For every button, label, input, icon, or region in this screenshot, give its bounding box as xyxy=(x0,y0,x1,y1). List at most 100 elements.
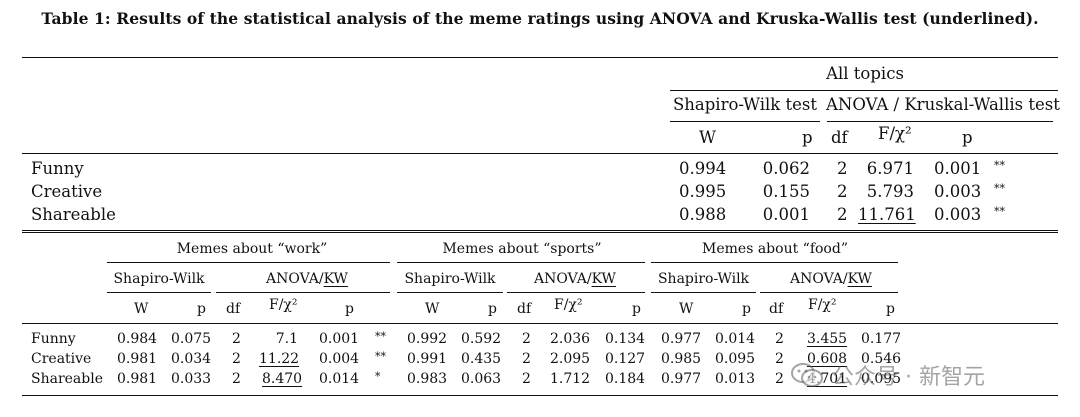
cell-F-food-underlined: 0.608 xyxy=(807,351,848,367)
wechat-icon xyxy=(790,362,824,388)
top-rule xyxy=(22,57,1058,58)
row-label: Funny xyxy=(31,331,76,347)
cell-W: 0.988 xyxy=(679,205,727,224)
anova-underline xyxy=(827,121,1053,122)
sw-header-food: Shapiro-Wilk xyxy=(657,271,750,287)
col-p-sports: p xyxy=(488,301,497,317)
cell-W-food: 0.977 xyxy=(661,331,702,347)
col-p2-sports: p xyxy=(632,301,641,317)
cell-df-work: 2 xyxy=(232,331,241,347)
significance-mark: ** xyxy=(994,182,1005,195)
col-header-p: p xyxy=(802,128,813,147)
col-header-df: df xyxy=(831,128,848,147)
cell-W-work: 0.981 xyxy=(117,371,158,387)
anova-underline-work xyxy=(216,292,390,293)
cell-F-food-underlined: 3.455 xyxy=(807,331,848,347)
cell-p-food: 0.095 xyxy=(715,351,756,367)
anova-kw-header: ANOVA / Kruskal-Wallis test xyxy=(826,95,1060,114)
cell-W-food: 0.977 xyxy=(661,371,702,387)
cell-p2: 0.003 xyxy=(934,182,982,201)
cell-p: 0.155 xyxy=(762,182,810,201)
cell-F-sports: 1.712 xyxy=(550,371,591,387)
cell-W-food: 0.985 xyxy=(661,351,702,367)
table-caption: Table 1: Results of the statistical anal… xyxy=(41,9,1039,28)
cell-F-sports: 2.036 xyxy=(550,331,591,347)
col-p-work: p xyxy=(197,301,206,317)
group-title-sports: Memes about “sports” xyxy=(442,241,602,257)
col-header-W: W xyxy=(699,128,716,147)
bottom-header-body-rule xyxy=(22,323,1058,324)
anova-header-sports: ANOVA/KW xyxy=(534,272,616,286)
cell-p2: 0.001 xyxy=(934,159,982,178)
cell-F-underlined: 11.761 xyxy=(858,205,916,224)
sw-underline xyxy=(670,121,820,122)
anova-header-work: ANOVA/KW xyxy=(266,272,348,286)
anova-underline-food xyxy=(760,292,898,293)
sw-header-work: Shapiro-Wilk xyxy=(113,271,205,287)
cell-p: 0.001 xyxy=(762,205,810,224)
cell-F-work: 7.1 xyxy=(275,331,298,347)
cell-W-sports: 0.992 xyxy=(407,331,448,347)
cell-p-work: 0.034 xyxy=(171,351,212,367)
cell-df-food: 2 xyxy=(775,351,784,367)
cell-p2-sports: 0.184 xyxy=(605,371,646,387)
group-title-work: Memes about “work” xyxy=(176,241,328,257)
col-header-p2: p xyxy=(962,128,973,147)
cell-W-work: 0.981 xyxy=(117,351,158,367)
watermark-text: 公众号 · 新智元 xyxy=(832,365,985,390)
anova-label: ANOVA/ xyxy=(534,271,592,287)
cell-W: 0.994 xyxy=(679,159,727,178)
group-underline-work xyxy=(107,262,390,263)
cell-p2-food: 0.177 xyxy=(861,331,902,347)
cell-p2-sports: 0.127 xyxy=(605,351,646,367)
cell-F-sports: 2.095 xyxy=(550,351,591,367)
cell-p2-food: 0.095 xyxy=(861,371,902,387)
anova-header-food: ANOVA/KW xyxy=(790,272,872,286)
col-W-food: W xyxy=(679,301,694,317)
cell-df-work: 2 xyxy=(232,351,241,367)
group-underline-all-topics xyxy=(670,90,1058,91)
watermark: 公众号 · 新智元 xyxy=(790,355,1060,395)
group-underline-sports xyxy=(397,262,645,263)
row-label: Shareable xyxy=(31,205,116,224)
col-header-F: F/χ² xyxy=(878,124,912,143)
sw-header-sports: Shapiro-Wilk xyxy=(404,271,496,287)
significance-mark: ** xyxy=(375,350,386,363)
cell-df-food: 2 xyxy=(775,371,784,387)
cell-W-sports: 0.983 xyxy=(407,371,448,387)
cell-W: 0.995 xyxy=(679,182,727,201)
col-W-work: W xyxy=(134,301,149,317)
kw-label: KW xyxy=(591,271,616,287)
group-title-food: Memes about “food” xyxy=(702,241,848,257)
sw-underline-work xyxy=(107,292,211,293)
kw-label: KW xyxy=(323,271,348,287)
row-label: Shareable xyxy=(31,371,104,387)
cell-F: 5.793 xyxy=(866,182,914,201)
cell-p2-work: 0.001 xyxy=(319,331,360,347)
cell-p-food: 0.014 xyxy=(715,331,756,347)
row-label: Creative xyxy=(31,182,103,201)
col-F-sports: F/χ² xyxy=(554,297,583,313)
sw-test-header: Shapiro-Wilk test xyxy=(672,95,818,114)
cell-df-food: 2 xyxy=(775,331,784,347)
cell-p-sports: 0.063 xyxy=(461,371,502,387)
significance-mark: * xyxy=(375,370,381,383)
cell-p: 0.062 xyxy=(762,159,810,178)
top-bottom-rule xyxy=(22,230,1058,231)
col-F-food: F/χ² xyxy=(808,297,837,313)
col-df-sports: df xyxy=(517,301,532,317)
cell-df: 2 xyxy=(837,205,848,224)
anova-label: ANOVA/ xyxy=(790,271,848,287)
cell-df: 2 xyxy=(837,159,848,178)
bottom-table-rule xyxy=(22,395,1058,396)
cell-p-work: 0.033 xyxy=(171,371,212,387)
anova-underline-sports xyxy=(507,292,645,293)
cell-p2-food: 0.546 xyxy=(861,351,902,367)
cell-p-sports: 0.592 xyxy=(461,331,502,347)
row-label: Creative xyxy=(31,351,92,367)
cell-p2-work: 0.014 xyxy=(319,371,360,387)
group-header-all-topics: All topics xyxy=(826,64,904,83)
significance-mark: ** xyxy=(375,330,386,343)
col-p2-work: p xyxy=(345,301,354,317)
sw-underline-food xyxy=(651,292,756,293)
